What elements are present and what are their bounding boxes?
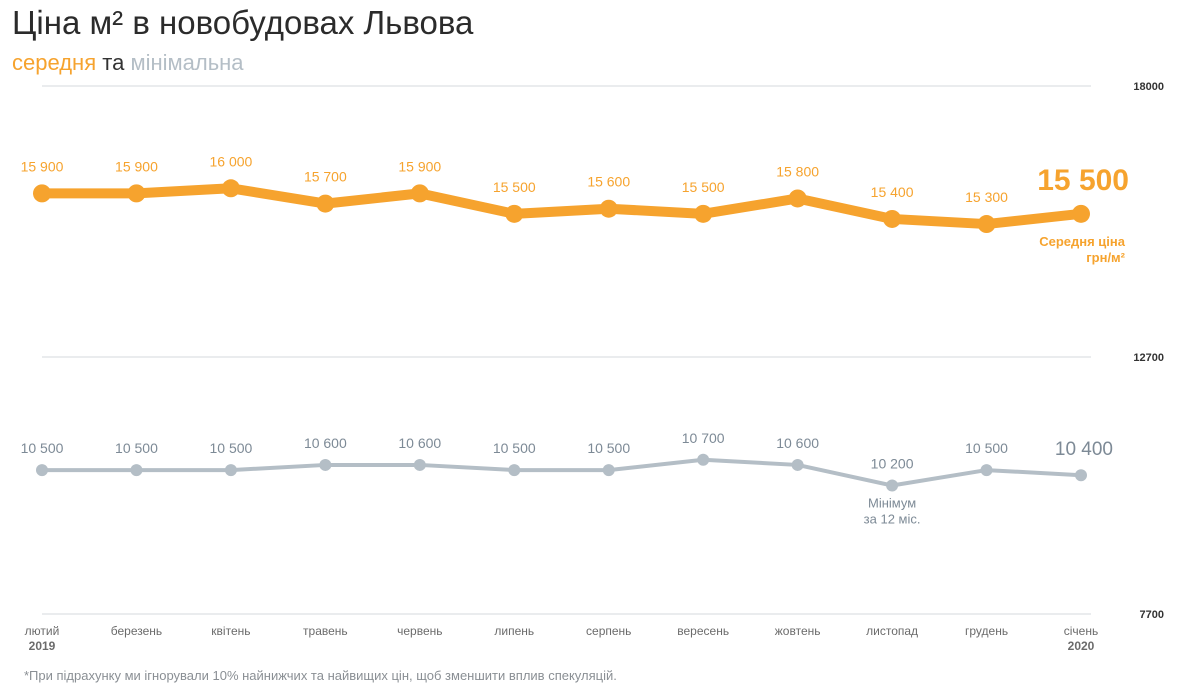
x-tick-label: 2019 (29, 639, 56, 653)
x-tick-label: вересень (677, 624, 729, 638)
minimum-data-label: 10 600 (776, 435, 819, 451)
average-series-line (37, 183, 1086, 230)
x-tick-label: березень (111, 624, 162, 638)
minimum-data-point (36, 464, 48, 477)
minimum-data-point (697, 453, 710, 466)
x-tick-label: жовтень (775, 624, 821, 638)
x-tick-label: грудень (965, 624, 1008, 638)
minimum-data-point (602, 464, 615, 477)
minimum-data-label: 10 500 (115, 440, 158, 456)
average-data-point (127, 184, 146, 203)
x-tick-label: 2020 (1068, 639, 1095, 653)
average-data-label: 15 600 (587, 174, 630, 190)
minimum-data-label: 10 500 (587, 440, 630, 456)
average-data-label: 15 500 (493, 179, 536, 195)
average-data-point (221, 179, 240, 198)
subtitle-average: середня (12, 50, 97, 75)
minimum-data-label: 10 600 (398, 435, 441, 451)
average-data-label: 15 800 (776, 163, 819, 179)
chart-title: Ціна м² в новобудовах Львова (12, 4, 474, 41)
x-tick-label: липень (494, 624, 534, 638)
average-data-point (599, 199, 618, 218)
average-caption: грн/м² (1086, 250, 1125, 265)
y-tick-label: 7700 (1140, 609, 1164, 621)
minimum-series: 10 500 10 500 10 500 10 600 10 600 10 500 10 5… (21, 430, 1113, 527)
average-data-label: 15 900 (398, 158, 441, 174)
minimum-data-label: 10 600 (304, 435, 347, 451)
average-data-label: 16 000 (209, 153, 252, 169)
minimum-data-point (130, 464, 143, 477)
footnote: *При підрахунку ми ігнорували 10% найниж… (24, 668, 617, 683)
average-data-point (1072, 204, 1090, 223)
minimum-data-label: 10 500 (21, 440, 64, 456)
average-series: 15 900 15 900 16 000 15 700 15 900 15 500 15 6… (21, 153, 1129, 265)
y-axis-ticks: 18000 12700 7700 (1133, 81, 1164, 621)
minimum-data-label: 10 500 (493, 440, 536, 456)
average-caption: Середня ціна (1039, 234, 1126, 249)
minimum-data-label: 10 500 (965, 440, 1008, 456)
minimum-annotation: Мінімум (868, 496, 916, 511)
minimum-data-point (1075, 469, 1087, 482)
subtitle-and: та (102, 50, 125, 75)
average-data-label: 15 900 (115, 158, 158, 174)
average-data-point (316, 194, 335, 213)
x-tick-label: травень (303, 624, 348, 638)
average-data-point (410, 184, 429, 203)
minimum-annotation: за 12 міс. (864, 512, 921, 527)
average-data-label: 15 500 (1037, 164, 1129, 197)
minimum-series-line (40, 457, 1083, 488)
x-tick-label: січень (1064, 624, 1098, 638)
average-data-label: 15 700 (304, 169, 347, 185)
minimum-data-point (508, 464, 521, 477)
minimum-data-label: 10 700 (682, 430, 725, 446)
grid-lines (42, 85, 1091, 615)
average-data-label: 15 900 (21, 158, 64, 174)
average-data-point (505, 204, 524, 223)
minimum-data-label: 10 500 (209, 440, 252, 456)
average-data-point (33, 184, 51, 203)
average-data-point (977, 215, 996, 234)
minimum-data-point (980, 464, 993, 477)
minimum-data-point (413, 458, 426, 471)
y-tick-label: 18000 (1133, 81, 1164, 93)
average-data-point (694, 204, 713, 223)
x-tick-label: листопад (866, 624, 918, 638)
average-data-point (883, 209, 902, 228)
minimum-data-label: 10 400 (1055, 439, 1113, 460)
average-data-point (788, 189, 807, 208)
chart-subtitle: середня та мінімальна (12, 50, 244, 76)
y-tick-label: 12700 (1133, 352, 1164, 364)
subtitle-minimum: мінімальна (130, 50, 244, 75)
minimum-data-point (886, 479, 899, 492)
minimum-data-point (224, 464, 237, 477)
x-tick-label: лютий (25, 624, 60, 638)
x-tick-label: червень (397, 624, 442, 638)
minimum-data-point (319, 458, 332, 471)
average-data-label: 15 500 (682, 179, 725, 195)
minimum-data-label: 10 200 (871, 456, 914, 472)
average-data-label: 15 400 (871, 184, 914, 200)
minimum-data-point (791, 458, 804, 471)
x-tick-label: квітень (211, 624, 250, 638)
x-tick-label: серпень (586, 624, 631, 638)
average-data-label: 15 300 (965, 189, 1008, 205)
